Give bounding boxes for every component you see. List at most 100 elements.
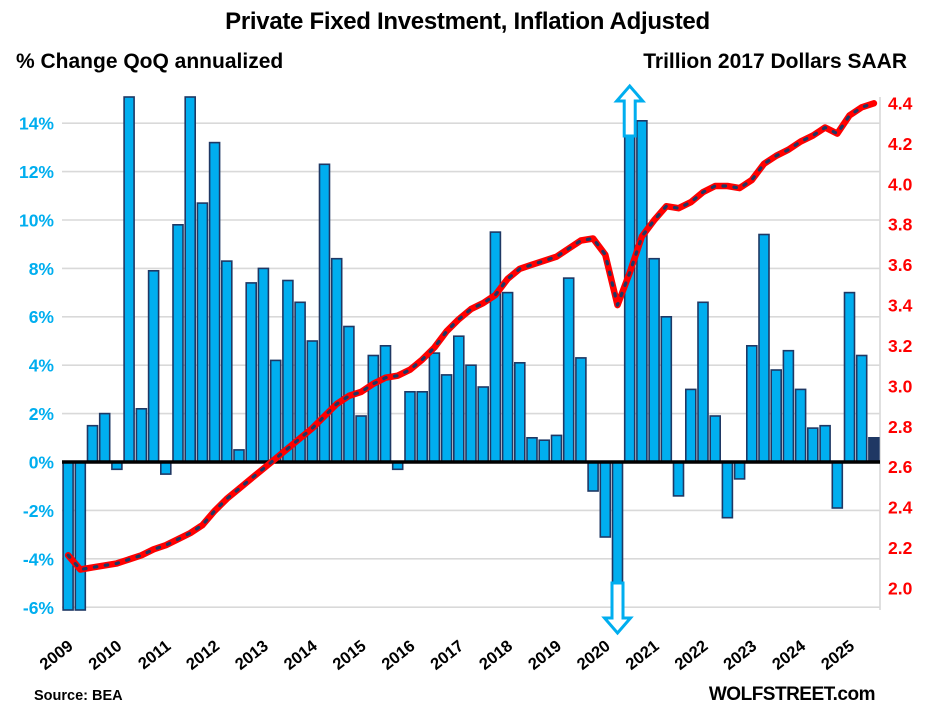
bar [770, 369, 783, 463]
bar [599, 461, 612, 538]
bar [513, 361, 526, 463]
right-axis-tick-label: 3.6 [888, 255, 913, 275]
right-axis-tick-label: 3.2 [888, 336, 913, 356]
bar [538, 439, 551, 463]
bar [721, 461, 734, 519]
x-axis-year-label: 2012 [183, 637, 223, 674]
right-axis-tick-label: 3.0 [888, 376, 913, 396]
x-axis-year-label: 2014 [281, 636, 322, 673]
bar [196, 202, 209, 463]
right-axis-tick-label: 2.6 [888, 457, 913, 477]
bar [636, 120, 648, 463]
bar [697, 301, 709, 463]
bar [745, 344, 758, 463]
x-axis-year-label: 2025 [818, 637, 858, 674]
bar [733, 461, 746, 480]
bar [477, 386, 490, 463]
bar [160, 461, 172, 475]
left-axis-tick-label: 14% [19, 114, 54, 134]
bar [587, 461, 599, 492]
branding-label: WOLFSTREET.com [708, 684, 876, 705]
left-axis-tick-label: 0% [29, 453, 55, 473]
left-axis-tick-label: -6% [23, 598, 55, 618]
bar [184, 96, 196, 463]
bar [147, 269, 160, 463]
left-axis-tick-label: 6% [29, 307, 55, 327]
bar [416, 390, 429, 463]
bar [98, 412, 111, 463]
x-axis-year-label: 2017 [427, 637, 467, 674]
right-axis-tick-label: 4.2 [888, 134, 913, 154]
left-axis-tick-label: 2% [29, 404, 55, 424]
bar [440, 374, 453, 463]
bar [672, 461, 685, 497]
right-axis-title: Trillion 2017 Dollars SAAR [643, 50, 907, 73]
left-axis-tick-label: 8% [29, 259, 55, 279]
bar [575, 357, 587, 463]
right-axis-tick-label: 4.0 [888, 174, 913, 194]
bar [123, 96, 135, 463]
x-axis-year-label: 2020 [574, 637, 614, 674]
bar [660, 315, 673, 463]
bar [233, 449, 245, 463]
bar [843, 291, 856, 463]
bar [74, 461, 87, 611]
bar [428, 352, 441, 463]
clipped-up-arrow-icon [613, 83, 647, 138]
bar [648, 257, 660, 463]
bar [709, 415, 722, 463]
bar [86, 424, 99, 463]
bar [306, 340, 319, 463]
bar [257, 267, 270, 463]
left-axis-tick-label: 10% [19, 210, 54, 230]
bar [831, 461, 844, 509]
bar [489, 231, 502, 463]
bar [819, 424, 831, 463]
bar [379, 344, 392, 463]
left-axis-tick-label: 4% [29, 356, 55, 376]
right-axis-tick-label: 2.4 [888, 498, 913, 518]
bar [501, 291, 514, 463]
x-axis-year-label: 2023 [720, 637, 760, 674]
x-axis-year-label: 2015 [330, 637, 370, 674]
bar-latest-quarter [868, 436, 880, 463]
x-axis-year-label: 2010 [85, 637, 125, 674]
x-axis-year-label: 2011 [135, 637, 174, 673]
clipped-down-arrow-icon [601, 581, 634, 636]
bar [550, 434, 563, 463]
bar [526, 436, 538, 463]
left-axis-tick-label: 12% [19, 162, 54, 182]
bar [855, 354, 868, 463]
left-axis-tick-label: -2% [23, 501, 55, 521]
right-axis-tick-label: 2.8 [888, 417, 913, 437]
x-axis-year-label: 2021 [623, 637, 663, 674]
right-axis-tick-label: 3.4 [888, 296, 913, 316]
bar [208, 141, 221, 463]
x-axis-year-label: 2019 [525, 637, 565, 674]
bar [367, 354, 380, 463]
bar [269, 359, 282, 463]
x-axis-year-label: 2009 [37, 637, 77, 674]
left-axis-title: % Change QoQ annualized [16, 50, 284, 73]
bar [245, 282, 257, 463]
bar [355, 415, 367, 463]
bar [465, 364, 477, 463]
right-axis-tick-label: 3.8 [888, 215, 913, 235]
x-axis-year-label: 2024 [769, 636, 810, 673]
bar [684, 388, 697, 463]
bar [404, 390, 416, 463]
bar [221, 260, 233, 463]
x-axis-year-label: 2022 [671, 637, 711, 674]
bar [62, 461, 74, 611]
bar [282, 279, 294, 463]
right-axis-tick-label: 4.4 [888, 94, 913, 114]
bar [135, 407, 148, 463]
x-axis-year-label: 2013 [232, 637, 272, 674]
trillion-dollars-line [64, 100, 878, 573]
x-axis-year-label: 2018 [476, 637, 516, 674]
bar [758, 233, 770, 463]
right-axis-tick-label: 2.2 [888, 538, 913, 558]
page-title: Private Fixed Investment, Inflation Adju… [225, 8, 710, 35]
bar [452, 335, 465, 463]
